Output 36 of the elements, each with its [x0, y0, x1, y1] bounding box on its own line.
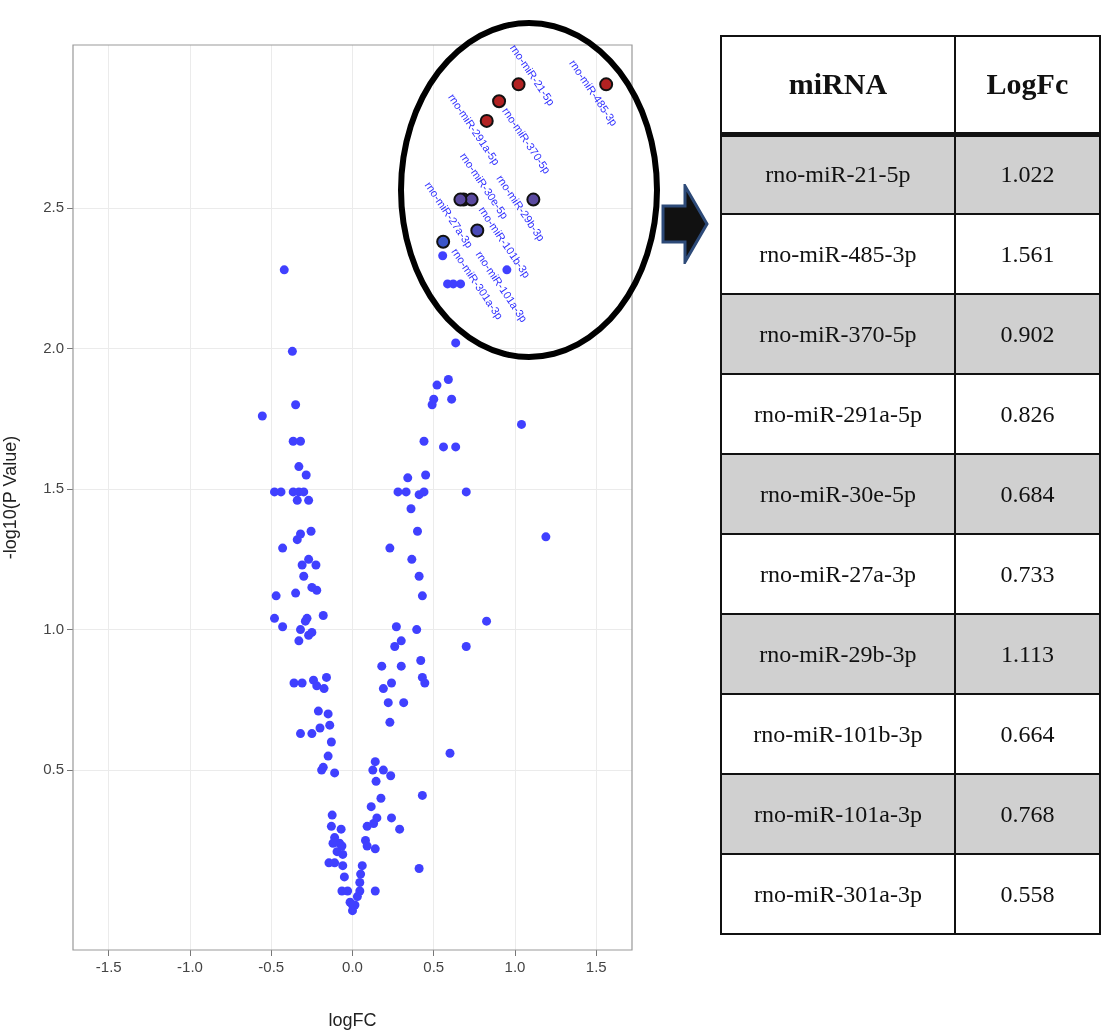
text: LogFc — [954, 36, 1100, 134]
category-label: rno-miR-101b-3p — [721, 694, 955, 774]
data-label: 0.902 — [954, 294, 1100, 374]
data-label: 1.561 — [954, 214, 1100, 294]
category-label: rno-miR-291a-5p — [721, 374, 955, 454]
category-label: rno-miR-301a-3p — [721, 854, 955, 934]
category-label: rno-miR-485-3p — [721, 214, 955, 294]
x-tick-label: 0.5 — [423, 958, 445, 976]
x-axis-title: logFC — [328, 1010, 377, 1031]
data-label: 1.022 — [954, 134, 1100, 214]
data-label: 0.733 — [954, 534, 1100, 614]
category-label: rno-miR-101a-3p — [721, 774, 955, 854]
category-label: rno-miR-30e-5p — [721, 454, 955, 534]
data-label: 0.768 — [954, 774, 1100, 854]
y-tick-label: 1.5 — [43, 479, 64, 497]
data-label: 0.684 — [954, 454, 1100, 534]
y-tick-label: 2.5 — [43, 198, 64, 216]
x-tick-label: 1.0 — [504, 958, 526, 976]
category-label: rno-miR-370-5p — [721, 294, 955, 374]
y-tick-label: 1.0 — [43, 619, 64, 637]
y-tick-label: 2.0 — [43, 338, 64, 356]
data-label: 0.558 — [954, 854, 1100, 934]
data-label: 0.664 — [954, 694, 1100, 774]
category-label: rno-miR-29b-3p — [721, 614, 955, 694]
y-tick-label: 0.5 — [43, 760, 64, 778]
x-tick-label: -1.0 — [177, 958, 203, 976]
data-label: 1.113 — [954, 614, 1100, 694]
x-tick-label: 1.5 — [585, 958, 607, 976]
text: miRNA — [721, 36, 955, 134]
x-tick-label: -1.5 — [95, 958, 122, 976]
x-tick-label: -0.5 — [258, 958, 285, 976]
category-label: rno-miR-21-5p — [721, 134, 955, 214]
y-axis-title: -log10(P Value) — [0, 435, 20, 560]
x-tick-label: 0.0 — [342, 958, 363, 976]
data-label: 0.826 — [954, 374, 1100, 454]
category-label: rno-miR-27a-3p — [721, 534, 955, 614]
